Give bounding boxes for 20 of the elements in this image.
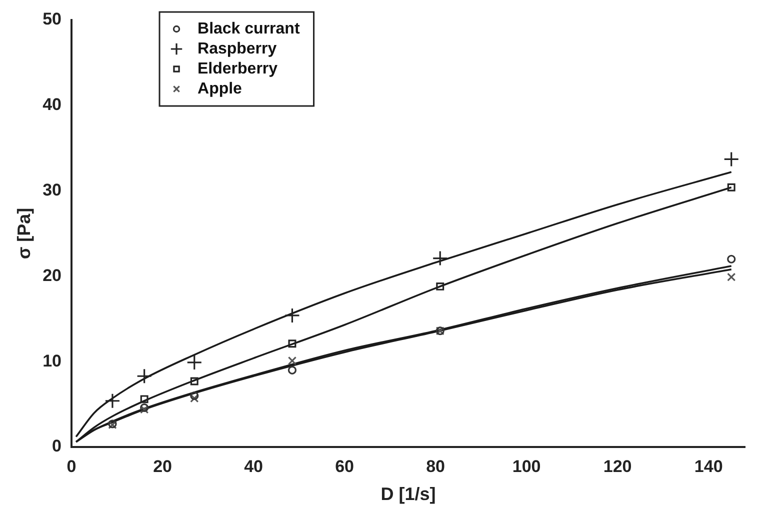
y-tick-label: 0 (52, 436, 62, 456)
x-tick-label: 80 (426, 456, 446, 476)
x-tick-label: 140 (694, 456, 723, 476)
y-tick-label: 40 (42, 95, 62, 114)
legend-label: Black currant (198, 20, 300, 38)
legend-label: Apple (198, 80, 242, 98)
x-tick-label: 60 (335, 456, 354, 476)
x-tick-label: 0 (66, 456, 76, 476)
y-tick-label: 50 (42, 10, 62, 29)
x-tick-label: 100 (512, 456, 541, 476)
y-tick-label: 10 (42, 351, 62, 370)
x-tick-label: 120 (603, 456, 632, 476)
legend-label: Elderberry (198, 60, 278, 78)
legend-label: Raspberry (198, 40, 277, 58)
y-axis-title: σ [Pa] (14, 208, 34, 260)
x-tick-label: 40 (244, 456, 263, 476)
y-tick-label: 30 (42, 180, 62, 200)
x-tick-label: 20 (153, 456, 172, 476)
x-axis-title: D [1/s] (380, 484, 436, 504)
y-tick-label: 20 (42, 266, 62, 285)
